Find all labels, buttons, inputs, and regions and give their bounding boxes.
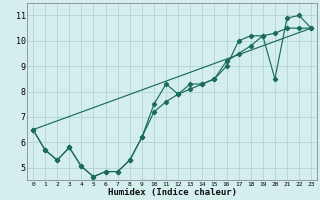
X-axis label: Humidex (Indice chaleur): Humidex (Indice chaleur): [108, 188, 236, 197]
